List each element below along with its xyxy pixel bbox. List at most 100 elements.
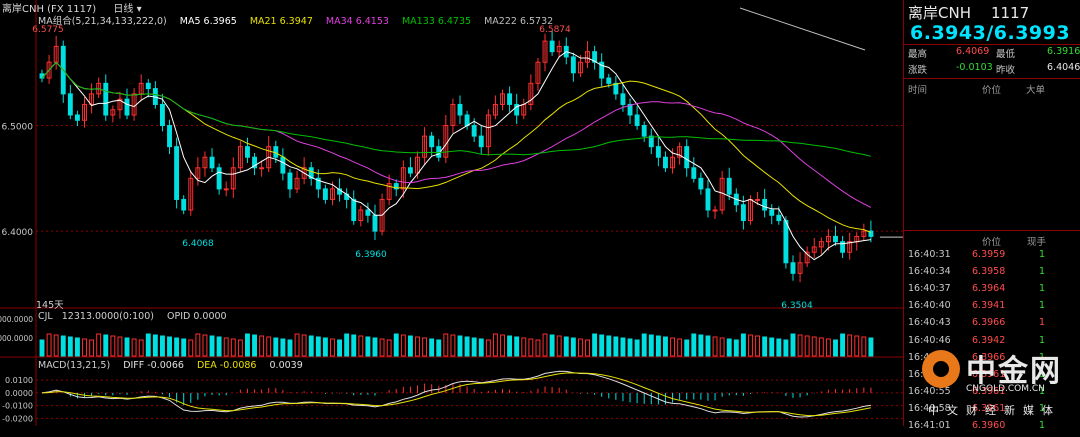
volume-bar: [585, 339, 590, 357]
volume-bar: [315, 336, 321, 357]
candle-body: [528, 82, 534, 105]
volume-bar: [684, 339, 690, 357]
macd-legend: MACD(13,21,5) DIFF -0.0066 DEA -0.0086 0…: [38, 360, 313, 371]
period-label: 日线: [113, 4, 134, 15]
chart-area[interactable]: 6.5000 6.4000 8000.0000 4000.0000 0.0100 0.00…: [0, 0, 903, 426]
volume-bar: [351, 334, 357, 357]
candle-body: [46, 61, 52, 79]
volume-bar: [429, 338, 435, 357]
watermark-name: 中金网: [966, 354, 1062, 389]
tick-price: 6.3958: [972, 266, 1006, 278]
volume-bar: [733, 339, 739, 357]
volume-bar: [89, 339, 95, 357]
price-annotation: 6.3504: [781, 301, 813, 311]
ma-group-label[interactable]: MA组合(5,21,34,133,222,0): [38, 16, 167, 27]
volume-bar: [811, 336, 817, 357]
candle-body: [202, 156, 208, 169]
candle-body: [330, 188, 335, 200]
candle-body: [740, 204, 746, 222]
candle-body: [599, 61, 605, 79]
ma133-line: [41, 61, 872, 157]
candle-body: [577, 61, 583, 74]
volume-bar: [670, 337, 675, 357]
volume-bar: [677, 338, 683, 357]
volume-bar: [266, 336, 272, 357]
tick-price: 6.3942: [972, 334, 1006, 346]
divider: [904, 44, 1080, 45]
candle-body: [223, 188, 229, 191]
volume-bar: [138, 339, 144, 357]
volume-bar: [60, 335, 66, 357]
watermark-tagline: 中文财经新媒体: [928, 404, 1061, 417]
volume-bar: [167, 336, 172, 357]
volume-value: 12313.0000(0:100): [61, 311, 154, 322]
volume-indicator-name[interactable]: CJL: [38, 311, 53, 322]
low-value: 6.3916: [1047, 46, 1080, 57]
candle-body: [549, 40, 555, 53]
candle-body: [797, 262, 803, 274]
candle-body: [712, 209, 718, 212]
chevron-down-icon: ▾: [136, 4, 142, 15]
candle-body: [698, 177, 704, 190]
prev-close-label: 昨收: [996, 65, 1016, 76]
volume-bar: [259, 335, 265, 357]
candle-body: [556, 45, 562, 53]
volume-bar: [202, 334, 208, 357]
chart-canvas[interactable]: 6.5000 6.4000 8000.0000 4000.0000 0.0100 0.00…: [0, 0, 903, 426]
volume-bar: [599, 334, 605, 357]
period-selector[interactable]: 日线 ▾: [113, 4, 141, 15]
volume-bar: [755, 335, 761, 357]
period-count: 145天: [36, 300, 64, 311]
volume-bar: [422, 337, 428, 357]
candle-body: [726, 177, 732, 195]
candle-body: [358, 209, 364, 222]
candle-body: [492, 103, 498, 116]
candle-body: [117, 98, 123, 111]
candle-body: [315, 177, 321, 190]
volume-bar: [195, 333, 201, 357]
volume-bar: [372, 337, 378, 357]
candle-body: [145, 82, 151, 90]
candle-body: [110, 109, 116, 116]
tick-time: 16:40:40: [908, 300, 951, 312]
candle-body: [415, 156, 420, 174]
candle-body: [507, 93, 513, 105]
volume-bar: [443, 333, 449, 357]
candle-body: [351, 198, 357, 222]
candle-body: [266, 146, 272, 169]
volume-bar: [634, 339, 640, 357]
candle-body: [847, 241, 853, 253]
volume-bar: [67, 336, 73, 357]
tick-qty: 1: [1039, 385, 1046, 397]
candle-body: [500, 93, 505, 105]
volume-bar: [549, 334, 555, 357]
candle-body: [209, 156, 215, 169]
macd-indicator-name[interactable]: MACD(13,21,5): [38, 360, 111, 371]
volume-bar: [825, 338, 831, 357]
quote-symbol: 离岸CNH 1117: [908, 2, 1029, 23]
volume-bar: [818, 337, 824, 357]
chart-header: 离岸CNH (FX 1117) 日线 ▾: [2, 0, 142, 15]
volume-bar: [641, 333, 647, 357]
candle-body: [174, 146, 180, 200]
volume-bar: [790, 333, 796, 357]
candle-body: [308, 167, 314, 179]
ma34-value: MA34 6.4153: [325, 16, 389, 27]
price-tick-label: 6.4000: [2, 228, 34, 238]
candle-body: [840, 241, 846, 253]
volume-bar: [542, 333, 548, 357]
candle-body: [606, 77, 612, 84]
volume-bar: [606, 335, 612, 357]
candle-body: [259, 167, 265, 170]
candle-body: [230, 167, 236, 190]
tick-time: 16:40:46: [908, 334, 951, 346]
tick-price: 6.3966: [972, 351, 1006, 363]
candle-body: [620, 93, 626, 105]
volume-bar: [174, 337, 180, 357]
ma133-value: MA133 6.4735: [401, 16, 472, 27]
candle-body: [691, 167, 697, 179]
candle-body: [287, 172, 293, 190]
volume-bar: [528, 338, 534, 357]
candle-body: [407, 167, 413, 174]
tick-price: 6.3961: [972, 385, 1006, 397]
